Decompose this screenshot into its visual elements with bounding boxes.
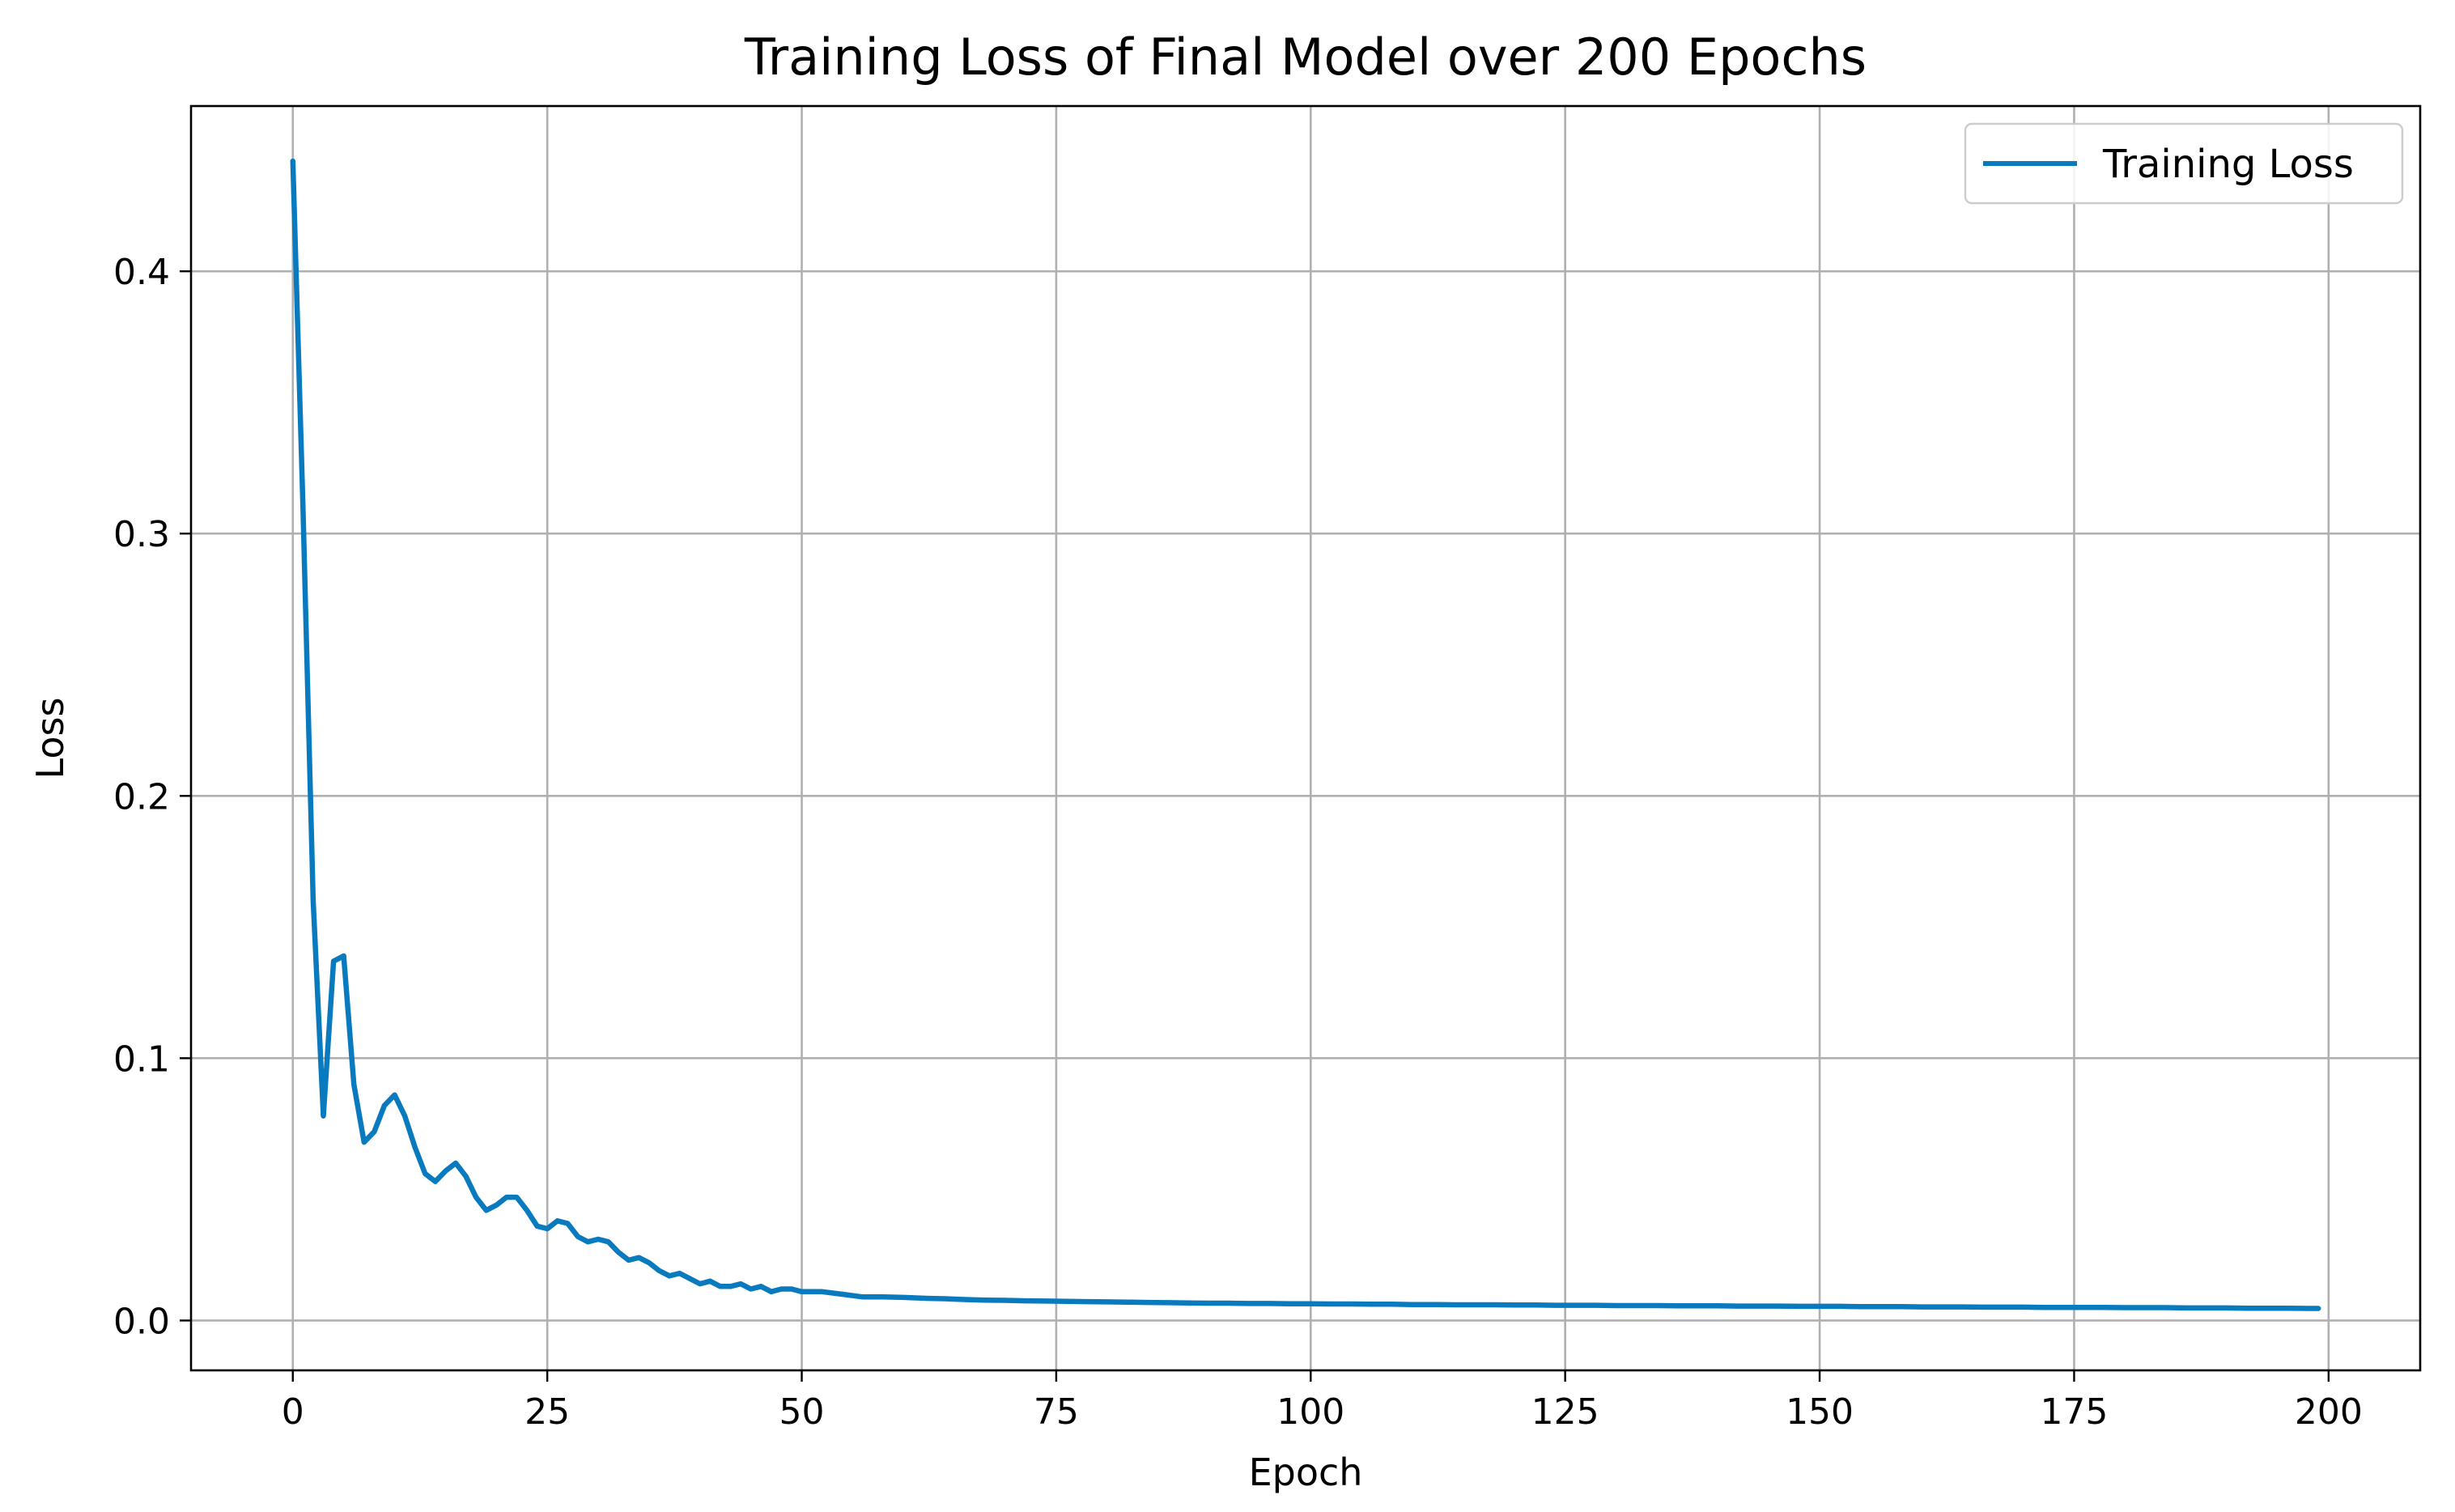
y-tick-label: 0.1	[113, 1038, 170, 1080]
y-tick-label: 0.3	[113, 514, 170, 555]
y-axis-label: Loss	[28, 698, 72, 779]
x-tick-label: 25	[525, 1391, 570, 1433]
x-tick-label: 75	[1034, 1391, 1079, 1433]
x-tick-label: 50	[779, 1391, 825, 1433]
x-tick-label: 175	[2040, 1391, 2108, 1433]
x-tick-label: 200	[2295, 1391, 2363, 1433]
x-tick-label: 100	[1276, 1391, 1344, 1433]
x-tick-label: 150	[1786, 1391, 1854, 1433]
legend-box	[1964, 122, 2404, 205]
x-axis-label: Epoch	[1249, 1450, 1363, 1494]
x-tick-label: 125	[1531, 1391, 1599, 1433]
grid	[191, 106, 2420, 1370]
y-tick-label: 0.2	[113, 776, 170, 818]
x-tick-label: 0	[282, 1391, 304, 1433]
series-line-training-loss	[290, 158, 2321, 1311]
y-tick-label: 0.0	[113, 1301, 170, 1342]
series-layer	[290, 158, 2321, 1311]
ticks: 0 25 50 75 100 125 150 175 200 0.0 0.1 0.2 0.3 0.4	[113, 252, 2363, 1433]
chart-title: Training Loss of Final Model over 200 Ep…	[744, 28, 1867, 87]
legend-label-training-loss: Training Loss	[2102, 142, 2354, 187]
plot-frame	[189, 104, 2422, 1372]
legend: Training Loss	[1964, 122, 2404, 205]
y-tick-label: 0.4	[113, 252, 170, 293]
